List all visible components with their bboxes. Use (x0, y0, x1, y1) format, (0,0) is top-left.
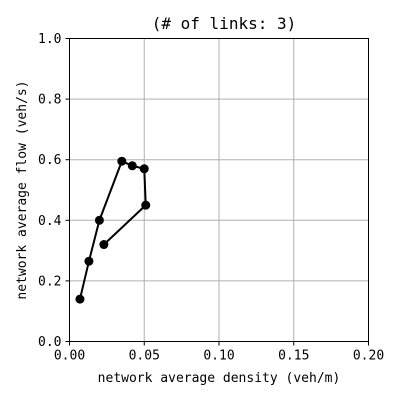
data-point (84, 256, 94, 266)
data-point (141, 200, 151, 210)
data-point (127, 161, 137, 171)
y-tick-label: 1.0 (38, 32, 61, 47)
chart-title: (# of links: 3) (152, 14, 297, 33)
x-tick-label: 0.15 (278, 349, 309, 364)
data-point (139, 164, 149, 174)
x-tick-label: 0.00 (54, 349, 85, 364)
y-tick-label: 0.4 (38, 214, 62, 229)
series-line (78, 159, 147, 300)
series-group (75, 156, 151, 304)
y-tick-label: 0.6 (38, 153, 61, 168)
y-tick-label: 0.0 (38, 335, 61, 350)
data-point (75, 294, 85, 304)
x-tick-label: 0.05 (129, 349, 160, 364)
data-point (117, 156, 127, 166)
x-tick-label: 0.10 (203, 349, 234, 364)
data-point (99, 240, 109, 250)
grid (69, 38, 369, 342)
x-tick-label: 0.20 (353, 349, 384, 364)
y-axis-label: network average flow (veh/s) (15, 80, 30, 299)
y-tick-label: 0.8 (38, 93, 61, 108)
x-axis-label: network average density (veh/m) (98, 371, 341, 386)
y-tick-label: 0.2 (38, 274, 61, 289)
axis-ticks: 0.00 0.05 0.10 0.15 0.20 0.0 0.2 0.4 0.6 0.8 1.0 (38, 32, 384, 364)
data-point (94, 215, 104, 225)
